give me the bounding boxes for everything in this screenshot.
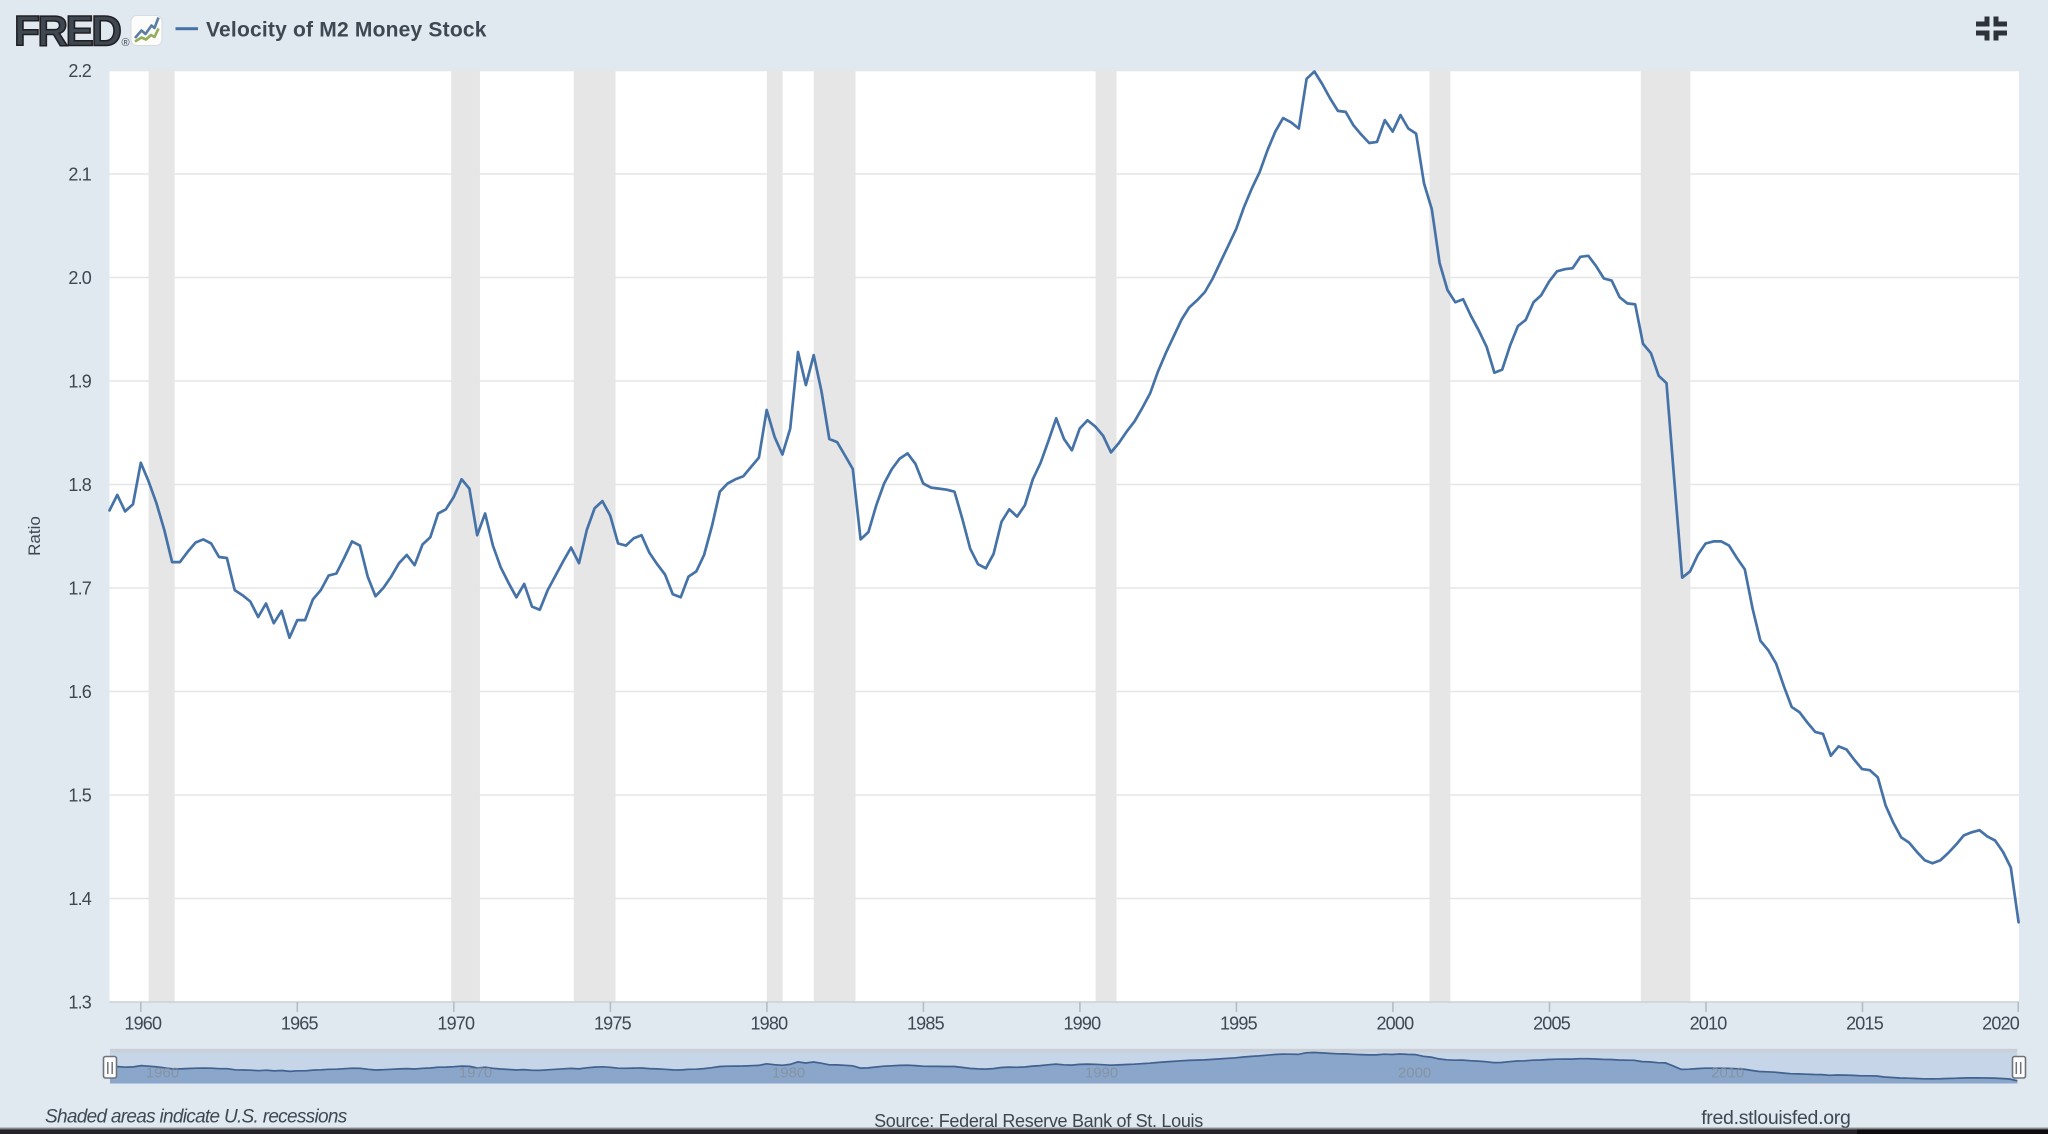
svg-text:1.8: 1.8: [68, 475, 91, 495]
svg-text:1980: 1980: [772, 1065, 805, 1082]
svg-text:fred.stlouisfed.org: fred.stlouisfed.org: [1701, 1107, 1850, 1129]
svg-text:1.4: 1.4: [68, 889, 91, 909]
svg-text:1985: 1985: [907, 1014, 945, 1034]
svg-text:1960: 1960: [146, 1065, 179, 1082]
svg-text:1.6: 1.6: [68, 682, 91, 702]
svg-text:2.0: 2.0: [68, 268, 91, 288]
svg-text:Velocity of M2 Money Stock: Velocity of M2 Money Stock: [206, 19, 487, 42]
svg-text:1995: 1995: [1220, 1014, 1258, 1034]
svg-text:2020: 2020: [1982, 1014, 2020, 1034]
svg-text:1970: 1970: [437, 1014, 475, 1034]
svg-text:2.1: 2.1: [68, 164, 91, 184]
svg-text:1980: 1980: [750, 1014, 788, 1034]
svg-text:1990: 1990: [1063, 1014, 1101, 1034]
svg-text:2000: 2000: [1398, 1065, 1431, 1082]
svg-text:Shaded areas indicate U.S. rec: Shaded areas indicate U.S. recessions: [45, 1107, 348, 1128]
svg-text:1.9: 1.9: [68, 371, 91, 391]
svg-text:1990: 1990: [1085, 1065, 1118, 1082]
svg-text:Source: Federal Reserve Bank o: Source: Federal Reserve Bank of St. Loui…: [874, 1111, 1203, 1131]
svg-text:FRED: FRED: [14, 9, 120, 56]
svg-text:1.5: 1.5: [68, 785, 91, 805]
svg-text:2.2: 2.2: [68, 61, 91, 81]
svg-text:®: ®: [122, 37, 130, 49]
svg-text:1965: 1965: [281, 1014, 319, 1034]
svg-text:1.7: 1.7: [68, 578, 91, 598]
svg-text:2000: 2000: [1376, 1014, 1414, 1034]
svg-text:1.3: 1.3: [68, 992, 91, 1012]
svg-text:2015: 2015: [1846, 1014, 1884, 1034]
svg-text:1970: 1970: [459, 1065, 492, 1082]
svg-text:1960: 1960: [124, 1014, 162, 1034]
svg-text:Ratio: Ratio: [25, 516, 44, 556]
svg-text:2005: 2005: [1533, 1014, 1571, 1034]
svg-text:2010: 2010: [1711, 1065, 1744, 1082]
svg-text:1975: 1975: [594, 1014, 632, 1034]
svg-text:2010: 2010: [1690, 1014, 1728, 1034]
